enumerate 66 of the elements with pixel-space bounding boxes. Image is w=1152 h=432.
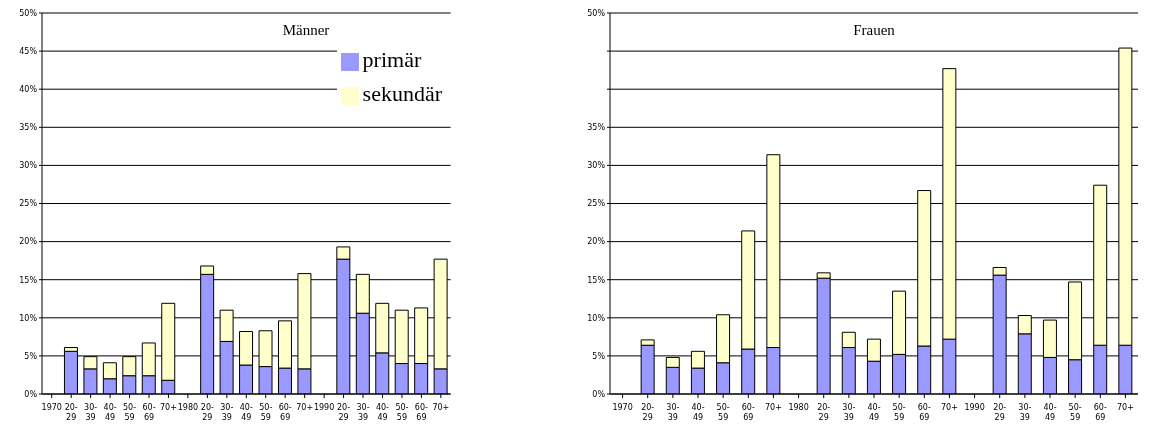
- x-tick-label: 40-49: [239, 403, 253, 422]
- legend-label: primär: [362, 47, 422, 72]
- x-tick-label: 50-59: [1068, 403, 1082, 422]
- x-tick-label: 50-59: [892, 403, 906, 422]
- x-tick-label: 20-29: [641, 403, 655, 422]
- y-tick-label: 20%: [19, 237, 38, 247]
- y-tick-label: 5%: [24, 351, 38, 361]
- x-tick-label: 40-49: [103, 403, 117, 422]
- x-tick-label: 20-29: [337, 403, 351, 422]
- x-tick-label: 60-69: [414, 403, 429, 422]
- x-tick-label: 1970: [612, 403, 633, 412]
- x-tick-label: 60-69: [142, 403, 156, 422]
- y-tick-label: 45%: [19, 46, 38, 56]
- x-tick-label: 60-69: [741, 403, 755, 422]
- x-tick-label: 50-59: [395, 403, 409, 422]
- x-tick-label: 50-59: [716, 403, 730, 422]
- x-tick-label: 30-39: [1018, 403, 1032, 422]
- y-tick-label: 30%: [587, 161, 606, 171]
- x-tick-label: 40-49: [375, 403, 390, 422]
- x-tick-label: 30-39: [220, 403, 234, 422]
- x-tick-label: 70+: [160, 403, 177, 412]
- x-tick-label: 70+: [296, 403, 314, 412]
- y-tick-label: 20%: [587, 237, 606, 247]
- x-tick-label: 40-49: [867, 403, 881, 422]
- x-tick-label: 40-49: [1043, 403, 1057, 422]
- y-tick-label: 50%: [587, 8, 606, 18]
- text: Frauen: [852, 22, 896, 39]
- x-tick-label: 1990: [964, 403, 985, 412]
- y-tick-label: 40%: [19, 85, 38, 95]
- x-tick-label: 1980: [788, 403, 809, 412]
- x-tick-label: 30-39: [842, 403, 856, 422]
- x-tick-label: 20-29: [993, 403, 1007, 422]
- x-tick-label: 20-29: [200, 403, 215, 422]
- x-tick-label: 1980: [177, 403, 199, 412]
- y-tick-label: 35%: [19, 123, 38, 133]
- y-tick-label: 10%: [19, 313, 38, 323]
- x-tick-label: 70+: [764, 403, 782, 412]
- x-tick-label: 20-29: [64, 403, 78, 422]
- legend-label: sekundär: [362, 81, 442, 106]
- y-tick-label: 5%: [592, 351, 606, 361]
- x-tick-label: 30-39: [356, 403, 370, 422]
- x-tick-label: 50-59: [123, 403, 137, 422]
- x-tick-label: 70+: [1116, 403, 1134, 412]
- x-tick-label: 60-69: [278, 403, 292, 422]
- y-tick-label: 50%: [19, 8, 38, 18]
- x-tick-label: 60-69: [1093, 403, 1107, 422]
- y-tick-label: 15%: [19, 275, 38, 285]
- y-tick-label: 0%: [24, 389, 38, 399]
- y-tick-label: 25%: [587, 199, 606, 209]
- y-tick-label: 35%: [587, 123, 606, 133]
- y-tick-label: 15%: [587, 275, 606, 285]
- x-tick-label: 20-29: [817, 403, 831, 422]
- x-tick-label: 60-69: [917, 403, 931, 422]
- x-tick-label: 1970: [41, 403, 62, 412]
- x-tick-label: 70+: [432, 403, 450, 412]
- y-tick-label: 10%: [587, 313, 606, 323]
- text: Männer: [281, 22, 331, 39]
- y-tick-label: 25%: [19, 199, 38, 209]
- x-tick-label: 40-49: [691, 403, 705, 422]
- x-tick-label: 30-39: [666, 403, 680, 422]
- x-tick-label: 50-59: [259, 403, 273, 422]
- y-tick-label: 30%: [19, 161, 38, 171]
- x-tick-label: 70+: [940, 403, 958, 412]
- x-tick-label: 30-39: [84, 403, 98, 422]
- x-tick-label: 1990: [313, 403, 335, 412]
- y-tick-label: 0%: [592, 389, 606, 399]
